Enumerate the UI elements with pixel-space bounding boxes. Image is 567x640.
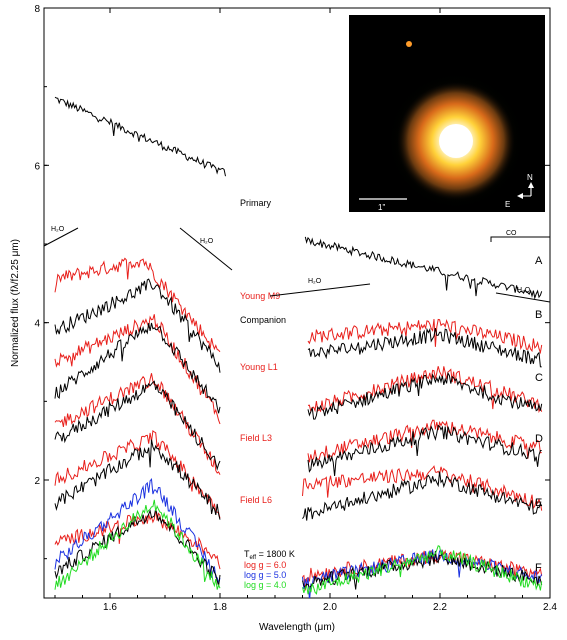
- series-line-field-l6: [302, 465, 543, 511]
- compass-north-head: [528, 182, 534, 188]
- h2o-label-3: H₂O: [308, 278, 322, 285]
- label-field-l3: Field L3: [240, 433, 272, 443]
- x-tick-label: 1.8: [213, 602, 227, 613]
- annotations: Primary Young M9 Companion Young L1 Fiel…: [43, 198, 551, 590]
- series-line-companion: [54, 508, 221, 587]
- series-line-log-g-5-0: [302, 549, 543, 598]
- series-line-companion: [302, 471, 543, 521]
- label-C: C: [535, 372, 543, 384]
- label-young-m9: Young M9: [240, 291, 280, 301]
- h2o-bar-3: [269, 283, 371, 297]
- compass-north-label: N: [527, 173, 533, 182]
- inset-scale-label: 1": [378, 203, 385, 212]
- compass-east-head: [517, 193, 523, 199]
- y-axis-label: Normalized flux (fλ/f2.25 μm): [10, 239, 21, 367]
- label-companion: Companion: [240, 315, 286, 325]
- series-line-companion: [307, 424, 542, 477]
- series-line-field-l3: [307, 419, 542, 463]
- series-line-companion: [54, 380, 221, 471]
- h2o-label-1: H₂O: [51, 226, 65, 233]
- h2o-label-2: H₂O: [200, 238, 214, 245]
- series-line-companion: [54, 439, 221, 520]
- label-primary: Primary: [240, 198, 271, 208]
- y-tick-label: 6: [34, 161, 40, 172]
- y-tick-label: 8: [34, 4, 40, 15]
- series-line-primary: [304, 236, 543, 300]
- h2o-bar-4: [495, 292, 551, 303]
- label-field-l6: Field L6: [240, 495, 272, 505]
- label-logg6: log g = 6.0: [244, 560, 286, 570]
- label-F: F: [535, 562, 542, 574]
- series-line-field-l3: [54, 373, 221, 475]
- series-line-young-l1: [54, 314, 221, 425]
- x-tick-label: 2.0: [323, 602, 337, 613]
- compass-east-label: E: [505, 200, 510, 209]
- co-bracket: [490, 236, 550, 242]
- co-label: CO: [506, 230, 517, 237]
- series-line-young-m9: [54, 257, 221, 353]
- label-E: E: [535, 497, 542, 509]
- series-line-log-g-5-0: [54, 477, 221, 585]
- teff-symbol: T: [244, 549, 250, 559]
- label-logg5: log g = 5.0: [244, 570, 286, 580]
- series-line-companion: [54, 278, 221, 373]
- series-line-young-m9: [307, 318, 543, 355]
- h2o-label-4: H₂O: [517, 287, 531, 294]
- series-line-companion: [307, 327, 542, 368]
- plot-frame: [43, 7, 551, 599]
- series-line-log-g-4-0: [54, 499, 221, 590]
- x-tick-label: 2.4: [543, 602, 557, 613]
- series-line-field-l6: [54, 429, 221, 519]
- y-tick-label: 2: [34, 476, 40, 487]
- series-line-primary: [54, 96, 226, 177]
- x-axis-label: Wavelength (μm): [259, 622, 335, 633]
- companion-star-dot: [406, 41, 412, 47]
- y-tick-label: 4: [34, 319, 40, 330]
- label-teff: Teff = 1800 K: [244, 549, 295, 561]
- spectra-series: [54, 96, 543, 598]
- teff-subscript: eff: [250, 555, 257, 561]
- label-B: B: [535, 309, 542, 321]
- series-line-companion: [54, 322, 221, 414]
- label-young-l1: Young L1: [240, 362, 278, 372]
- series-line-log-g-4-0: [302, 545, 543, 595]
- teff-value: = 1800 K: [256, 549, 295, 559]
- inset-image: 1" N E: [349, 15, 545, 213]
- label-A: A: [535, 255, 543, 267]
- primary-star-core: [439, 124, 473, 158]
- label-D: D: [535, 433, 543, 445]
- h2o-bar-2: [179, 227, 233, 271]
- label-logg4: log g = 4.0: [244, 580, 286, 590]
- axes: 1.6 1.8 2.0 2.2 2.4 2 4 6 8: [34, 4, 557, 613]
- h2o-bar-1: [43, 227, 79, 247]
- series-line-companion: [307, 371, 543, 420]
- x-tick-label: 1.6: [103, 602, 117, 613]
- series-line-log-g-6-0: [54, 509, 221, 570]
- x-tick-label: 2.2: [433, 602, 447, 613]
